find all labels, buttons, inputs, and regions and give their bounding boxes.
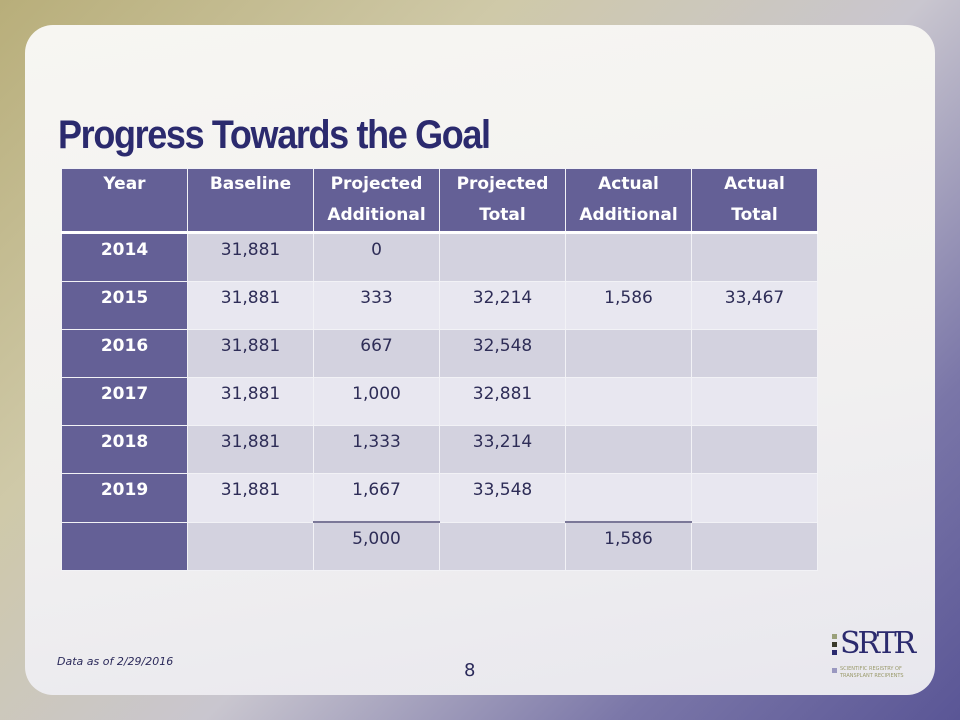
table-row: 5,000 1,586 [61, 521, 818, 571]
logo-square-icon [832, 668, 837, 673]
logo-square-icon [832, 642, 837, 647]
srtr-logo: SRTR SCIENTIFIC REGISTRY OF TRANSPLANT RE… [830, 628, 925, 684]
year-cell [61, 521, 188, 571]
table-cell: 0 [313, 232, 440, 282]
column-header-line1: Projected [456, 174, 549, 194]
table-cell: 1,586 [565, 281, 692, 330]
column-header-line1: Actual [724, 174, 785, 194]
slide-title: Progress Towards the Goal [58, 113, 491, 157]
table-cell: 31,881 [187, 377, 314, 426]
table-cell [565, 377, 692, 426]
year-cell: 2015 [61, 281, 188, 330]
column-header-line2: Total [479, 205, 526, 225]
table-row: 2014 31,881 0 [61, 232, 818, 282]
table-cell [691, 329, 818, 378]
table-cell [691, 377, 818, 426]
progress-table: Year Baseline Projected Additional Projected… [61, 168, 818, 571]
table-cell [439, 232, 566, 282]
table-row: 2017 31,881 1,000 32,881 [61, 377, 818, 426]
column-header: Projected Additional [313, 168, 440, 234]
table-cell: 1,586 [565, 521, 692, 571]
column-header-line2: Total [731, 205, 778, 225]
table-cell [187, 521, 314, 571]
table-cell [565, 425, 692, 474]
column-header: Projected Total [439, 168, 566, 234]
table-cell [691, 232, 818, 282]
table-cell: 33,467 [691, 281, 818, 330]
data-date-note: Data as of 2/29/2016 [57, 655, 174, 668]
year-cell: 2019 [61, 473, 188, 523]
table-cell: 1,333 [313, 425, 440, 474]
table-cell: 31,881 [187, 232, 314, 282]
table-cell [565, 473, 692, 523]
table-cell: 32,881 [439, 377, 566, 426]
table-cell [691, 425, 818, 474]
logo-square-icon [832, 650, 837, 655]
table-cell [565, 329, 692, 378]
column-header-line1: Baseline [209, 174, 292, 194]
table-cell: 31,881 [187, 425, 314, 474]
table-cell: 32,548 [439, 329, 566, 378]
table-cell: 333 [313, 281, 440, 330]
logo-subtitle-line1: SCIENTIFIC REGISTRY OF [840, 666, 902, 672]
table-cell [691, 521, 818, 571]
table-row: 2016 31,881 667 32,548 [61, 329, 818, 378]
column-header: Actual Additional [565, 168, 692, 234]
logo-subtitle-line2: TRANSPLANT RECIPIENTS [840, 673, 904, 679]
logo-wordmark: SRTR [840, 626, 916, 661]
table-row: 2018 31,881 1,333 33,214 [61, 425, 818, 474]
column-header: Baseline [187, 168, 314, 234]
table-row: 2019 31,881 1,667 33,548 [61, 473, 818, 523]
page-number: 8 [464, 660, 476, 681]
column-header-line1: Actual [598, 174, 659, 194]
table-cell: 667 [313, 329, 440, 378]
table-cell: 1,667 [313, 473, 440, 523]
column-header-line1: Projected [330, 174, 423, 194]
table-cell [565, 232, 692, 282]
year-cell: 2018 [61, 425, 188, 474]
column-header-line1: Year [103, 174, 146, 194]
table-cell: 33,548 [439, 473, 566, 523]
table-cell: 31,881 [187, 329, 314, 378]
year-cell: 2014 [61, 232, 188, 282]
year-cell: 2017 [61, 377, 188, 426]
column-header-line2: Additional [327, 205, 426, 225]
table-row: 2015 31,881 333 32,214 1,586 33,467 [61, 281, 818, 330]
table-cell [439, 521, 566, 571]
column-header: Year [61, 168, 188, 234]
logo-square-icon [832, 634, 837, 639]
table-cell: 32,214 [439, 281, 566, 330]
table-cell: 5,000 [313, 521, 440, 571]
logo-subtitle: SCIENTIFIC REGISTRY OF TRANSPLANT RECIPIE… [840, 666, 904, 680]
table-cell [691, 473, 818, 523]
year-cell: 2016 [61, 329, 188, 378]
header-row: Year Baseline Projected Additional Projected… [61, 168, 818, 234]
table-cell: 1,000 [313, 377, 440, 426]
table-cell: 31,881 [187, 473, 314, 523]
column-header-line2: Additional [579, 205, 678, 225]
column-header: Actual Total [691, 168, 818, 234]
table-cell: 33,214 [439, 425, 566, 474]
table-cell: 31,881 [187, 281, 314, 330]
